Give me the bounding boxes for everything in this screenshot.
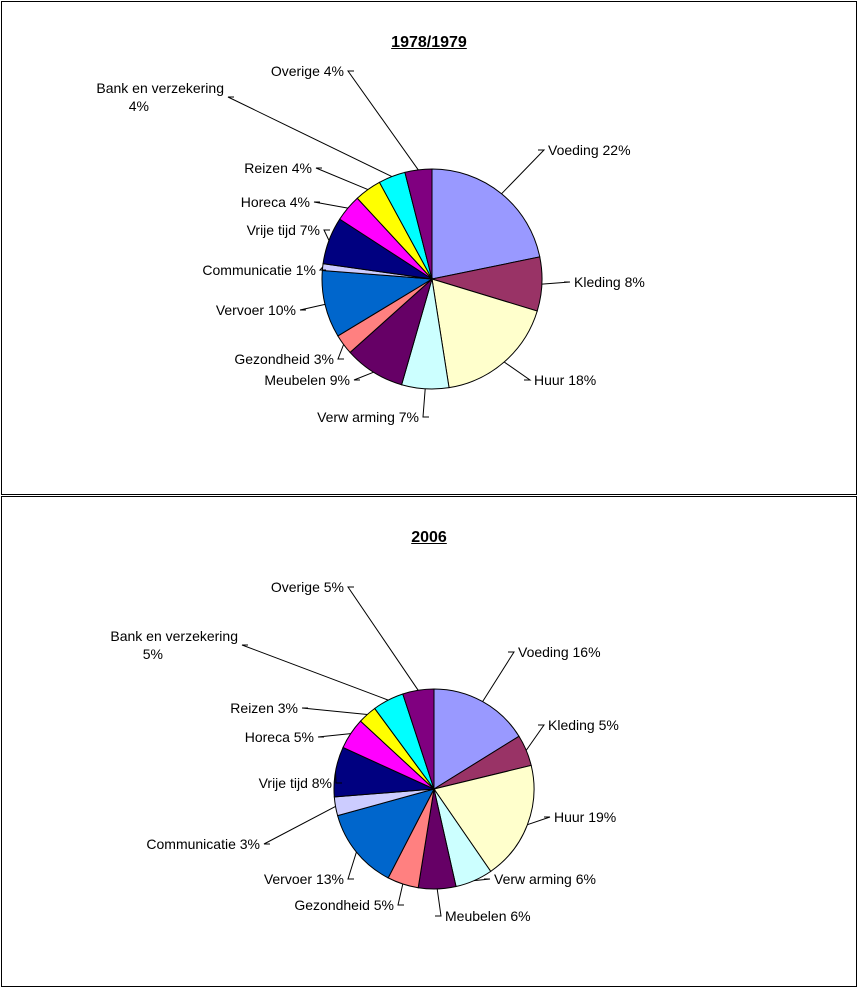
leader-line xyxy=(323,229,330,241)
slice-label: Vrije tijd 7% xyxy=(247,222,320,238)
slice-label: Verw arming 7% xyxy=(317,409,419,425)
leader-line xyxy=(335,771,342,784)
leader-line xyxy=(347,851,357,880)
leader-line xyxy=(337,344,345,360)
leader-line xyxy=(435,888,442,917)
slice-label: Kleding 8% xyxy=(574,274,645,290)
leader-line xyxy=(241,644,389,701)
pie-slice xyxy=(337,788,435,879)
slice-label: Overige 4% xyxy=(271,63,344,79)
pie-chart-1978-1979: Voeding 22% Kleding 8% Huur 18% Verw arming… xyxy=(96,63,645,425)
slice-label: Communicatie 1% xyxy=(202,262,316,278)
leader-line xyxy=(318,266,326,271)
slice-label: Reizen 4% xyxy=(244,160,312,176)
leader-line xyxy=(501,149,546,195)
slice-label: Verw arming 6% xyxy=(494,871,596,887)
slice-label: Gezondheid 3% xyxy=(234,351,334,367)
slice-label: Bank en verzekering 5% xyxy=(110,628,238,662)
slice-label: Reizen 3% xyxy=(230,700,298,716)
slice-label: Horeca 4% xyxy=(241,194,310,210)
slice-label: Voeding 16% xyxy=(518,644,601,660)
slice-label: Vrije tijd 8% xyxy=(259,775,332,791)
slice-label: Kleding 5% xyxy=(548,717,619,733)
slice-label: Vervoer 13% xyxy=(264,871,344,887)
slice-label: Huur 18% xyxy=(534,372,596,388)
slice-label: Horeca 5% xyxy=(245,729,314,745)
slice-label: Meubelen 6% xyxy=(445,908,531,924)
pie-slice xyxy=(431,278,538,389)
leader-line xyxy=(422,388,429,418)
leader-line xyxy=(313,201,348,209)
pie-slice xyxy=(433,764,535,873)
slice-label: Gezondheid 5% xyxy=(294,897,394,913)
slice-label: Meubelen 9% xyxy=(264,372,350,388)
chart-title: 1978/1979 xyxy=(391,34,467,51)
leader-line xyxy=(227,96,393,178)
chart-title: 2006 xyxy=(411,529,447,546)
slice-label: Voeding 22% xyxy=(548,142,631,158)
leader-line xyxy=(315,167,369,191)
leader-line xyxy=(317,733,351,738)
slice-label: Vervoer 10% xyxy=(216,302,296,318)
leader-line xyxy=(347,586,419,691)
leader-line xyxy=(525,724,545,751)
slice-label: Bank en verzekering 4% xyxy=(96,80,224,114)
pie-slice xyxy=(433,688,520,790)
leader-line xyxy=(397,883,404,906)
leader-line xyxy=(527,816,551,826)
slice-label: Huur 19% xyxy=(554,809,616,825)
leader-line xyxy=(301,707,368,715)
leader-line xyxy=(263,805,336,845)
leader-line xyxy=(353,371,374,381)
slice-label: Communicatie 3% xyxy=(146,836,260,852)
pie-chart-2006: Voeding 16% Kleding 5% Huur 19% Verw arming… xyxy=(110,579,619,924)
leader-line xyxy=(474,878,491,882)
leader-line xyxy=(541,281,571,285)
leader-line xyxy=(482,651,515,702)
chart-panel-1978-1979: 1978/1979 Voeding 22% Kleding 8% Huur 18% V… xyxy=(1,1,857,495)
leader-line xyxy=(503,361,532,381)
chart-panel-2006: 2006 Voeding 16% Kleding 5% Huur 19% Verw a… xyxy=(1,496,857,987)
slice-label: Overige 5% xyxy=(271,579,344,595)
leader-line xyxy=(299,303,326,311)
leader-line xyxy=(347,70,419,171)
